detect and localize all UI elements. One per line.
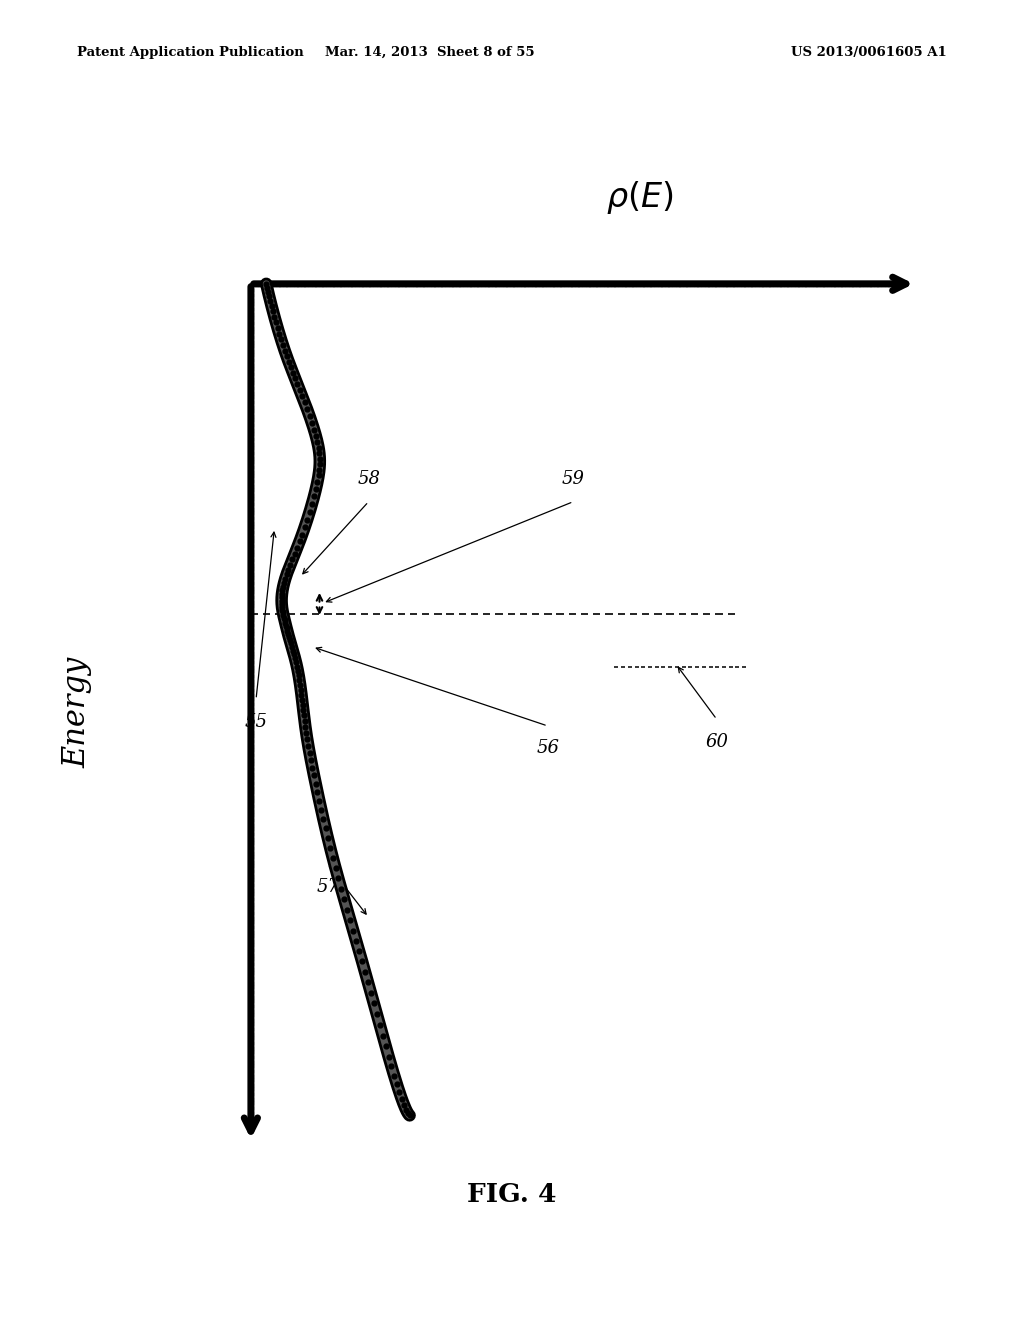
Text: 55: 55 bbox=[245, 713, 267, 731]
Text: US 2013/0061605 A1: US 2013/0061605 A1 bbox=[792, 46, 947, 59]
Text: 57: 57 bbox=[316, 878, 339, 896]
Text: 59: 59 bbox=[562, 470, 585, 488]
Text: Energy: Energy bbox=[61, 657, 92, 768]
Text: $\rho(E)$: $\rho(E)$ bbox=[606, 180, 674, 216]
Text: 56: 56 bbox=[537, 739, 559, 758]
Text: Mar. 14, 2013  Sheet 8 of 55: Mar. 14, 2013 Sheet 8 of 55 bbox=[326, 46, 535, 59]
Text: Patent Application Publication: Patent Application Publication bbox=[77, 46, 303, 59]
Text: 60: 60 bbox=[706, 733, 728, 751]
Text: FIG. 4: FIG. 4 bbox=[467, 1183, 557, 1206]
Text: 58: 58 bbox=[357, 470, 380, 488]
